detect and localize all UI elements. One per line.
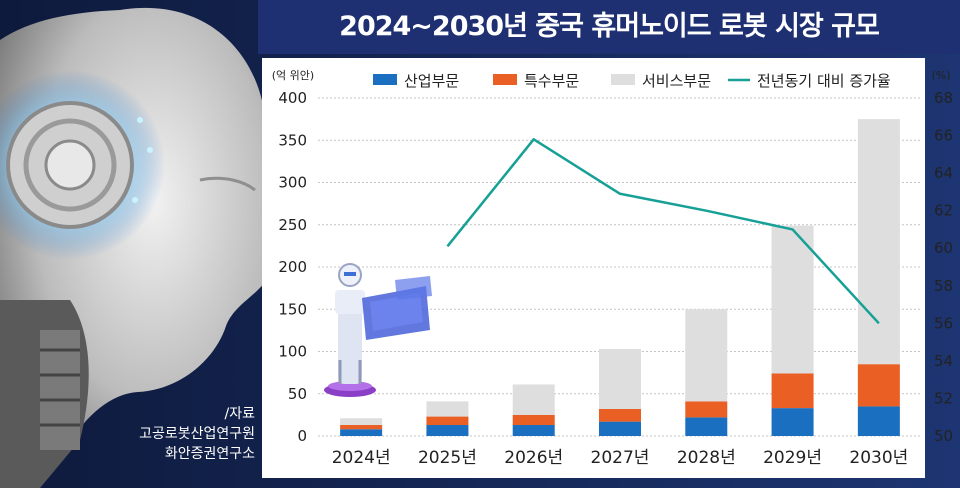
y-tick-left: 50	[288, 385, 307, 403]
y-tick-right: 64	[934, 164, 953, 182]
y-tick-right: 52	[934, 389, 953, 407]
y-tick-left: 0	[297, 427, 307, 445]
x-axis: 2024년 2025년 2026년 2027년 2028년 2029년 2030년	[332, 448, 909, 468]
chart-title: 2024~2030년 중국 휴머노이드 로봇 시장 규모	[339, 11, 880, 42]
x-tick-label: 2026년	[504, 448, 563, 468]
y-tick-left: 350	[278, 131, 307, 149]
y-tick-left: 300	[278, 174, 307, 192]
x-tick-label: 2024년	[332, 448, 391, 468]
title-bar: 2024~2030년 중국 휴머노이드 로봇 시장 규모	[258, 0, 960, 54]
bar-segment	[771, 225, 814, 374]
y-tick-right: 68	[934, 89, 953, 107]
growth-line	[446, 138, 880, 325]
plot-area	[262, 58, 925, 478]
x-tick-label: 2025년	[418, 448, 477, 468]
robot-head-illustration	[0, 7, 279, 488]
bar-segment	[857, 406, 900, 436]
bar-segment	[340, 418, 383, 426]
bar-segment	[857, 119, 900, 365]
bar-segment	[685, 401, 728, 418]
x-tick-label: 2029년	[763, 448, 822, 468]
growth-line-group	[446, 138, 880, 325]
y-tick-left: 100	[278, 343, 307, 361]
bar-segment	[340, 425, 383, 430]
legend-swatch	[493, 74, 517, 85]
bar-segment	[685, 309, 728, 402]
bar-segment	[857, 364, 900, 407]
y-tick-right: 54	[934, 352, 953, 370]
bar-segment	[685, 417, 728, 436]
bar-segment	[340, 429, 383, 436]
x-tick-label: 2027년	[591, 448, 650, 468]
bar-segment	[426, 416, 469, 426]
bar-segment	[512, 414, 555, 426]
bar-segment	[426, 425, 469, 436]
bar-segment	[771, 373, 814, 409]
bar-segment	[599, 348, 641, 409]
y-tick-right: 58	[934, 277, 953, 295]
legend-label: 특수부문	[524, 72, 579, 90]
legend-label: 산업부문	[404, 72, 459, 90]
bar-segment	[512, 384, 555, 415]
y-tick-right: 66	[934, 127, 953, 145]
bar-segment	[426, 401, 469, 417]
legend-swatch	[611, 74, 635, 85]
y-tick-right: 60	[934, 239, 953, 257]
bar-segment	[771, 408, 814, 436]
y-axis-unit-right: (%)	[931, 69, 950, 82]
y-tick-left: 400	[278, 89, 307, 107]
small-robot-illustration	[324, 263, 432, 397]
y-tick-left: 200	[278, 258, 307, 276]
bar-segment	[599, 421, 641, 436]
source-note: /자료 고공로봇산업연구원 화안증권연구소	[40, 404, 255, 464]
y-tick-left: 250	[278, 216, 307, 234]
bar-segment	[512, 425, 555, 436]
bar-segment	[599, 408, 641, 422]
y-tick-right: 56	[934, 314, 953, 332]
y-tick-right: 50	[934, 427, 953, 445]
source-line-1: 고공로봇산업연구원	[139, 426, 255, 442]
source-line-2: 화안증권연구소	[164, 446, 255, 462]
legend-label: 전년동기 대비 증가율	[757, 72, 891, 90]
y-axis-right: 50 52 54 56 58 60 62 64 66 68	[934, 89, 953, 445]
legend: 산업부문 특수부문 서비스부문 전년동기 대비 증가율	[373, 72, 891, 90]
source-label: /자료	[224, 406, 255, 422]
y-tick-left: 150	[278, 300, 307, 318]
x-tick-label: 2030년	[849, 448, 908, 468]
y-tick-right: 62	[934, 202, 953, 220]
legend-swatch	[373, 74, 397, 85]
y-axis-left: 0 50 100 150 200 250 300 350 400	[278, 89, 307, 445]
x-tick-label: 2028년	[677, 448, 736, 468]
y-axis-unit-left: (억 위안)	[272, 69, 314, 82]
legend-label: 서비스부문	[642, 72, 711, 90]
